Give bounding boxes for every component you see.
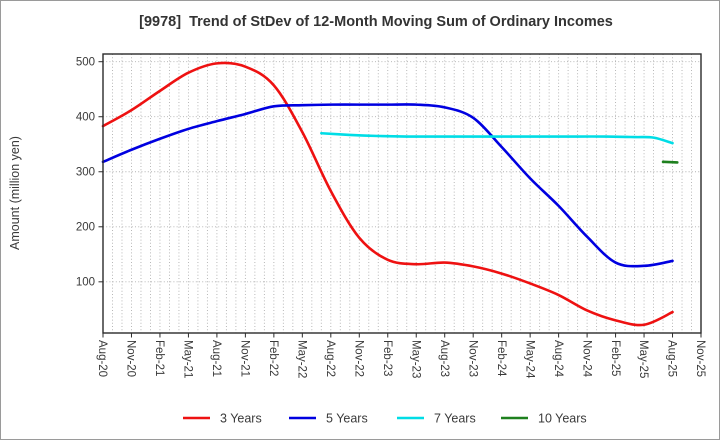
- y-tick-label: 200: [76, 222, 95, 234]
- x-tick-label: Feb-23: [381, 340, 393, 376]
- axis-tick-labels: Aug-20 Nov-20 Feb-21 May-21 Aug-21 Nov-21 Feb-…: [76, 57, 706, 379]
- x-tick-label: Nov-23: [466, 340, 478, 377]
- x-tick-label: May-22: [296, 340, 308, 378]
- x-tick-label: Aug-21: [210, 340, 222, 377]
- x-tick-label: Nov-20: [125, 340, 137, 377]
- x-tick-label: Feb-21: [153, 340, 165, 376]
- x-tick-label: May-23: [409, 340, 421, 378]
- series-line-7-years: [320, 131, 674, 145]
- plot-border: [102, 53, 702, 334]
- legend-label-3-years: 3 Years: [220, 411, 262, 425]
- legend-label-5-years: 5 Years: [326, 411, 368, 425]
- x-tick-label: Aug-25: [666, 340, 678, 377]
- x-tick-label: Aug-23: [438, 340, 450, 377]
- x-tick-label: May-24: [523, 340, 535, 379]
- legend-label-7-years: 7 Years: [434, 411, 476, 425]
- y-tick-label: 500: [76, 57, 95, 69]
- series-lines: [101, 61, 679, 327]
- x-tick-label: May-21: [182, 340, 194, 378]
- x-tick-label: Aug-22: [324, 340, 336, 377]
- x-tick-label: Nov-22: [352, 340, 364, 377]
- x-tick-label: Feb-25: [609, 340, 621, 376]
- legend-label-10-years: 10 Years: [538, 411, 587, 425]
- series-line-5-years: [101, 103, 674, 268]
- series-line-10-years: [661, 160, 679, 164]
- chart-title: [9978] Trend of StDev of 12-Month Moving…: [139, 14, 613, 30]
- x-tick-label: Aug-24: [552, 340, 564, 378]
- axis-ticks: [98, 61, 702, 338]
- x-tick-label: Nov-25: [694, 340, 706, 377]
- x-tick-label: Feb-22: [267, 340, 279, 376]
- x-tick-label: Nov-21: [239, 340, 251, 377]
- x-tick-label: Nov-24: [580, 340, 592, 378]
- y-tick-label: 300: [76, 167, 95, 179]
- gridlines: [103, 54, 701, 333]
- x-tick-label: Aug-20: [96, 340, 108, 377]
- legend: 3 Years 5 Years 7 Years 10 Years: [183, 411, 587, 425]
- y-tick-label: 400: [76, 112, 95, 124]
- y-tick-label: 100: [76, 277, 95, 289]
- series-line-3-years: [101, 61, 674, 327]
- x-tick-label: May-25: [637, 340, 649, 378]
- x-tick-label: Feb-24: [495, 340, 507, 377]
